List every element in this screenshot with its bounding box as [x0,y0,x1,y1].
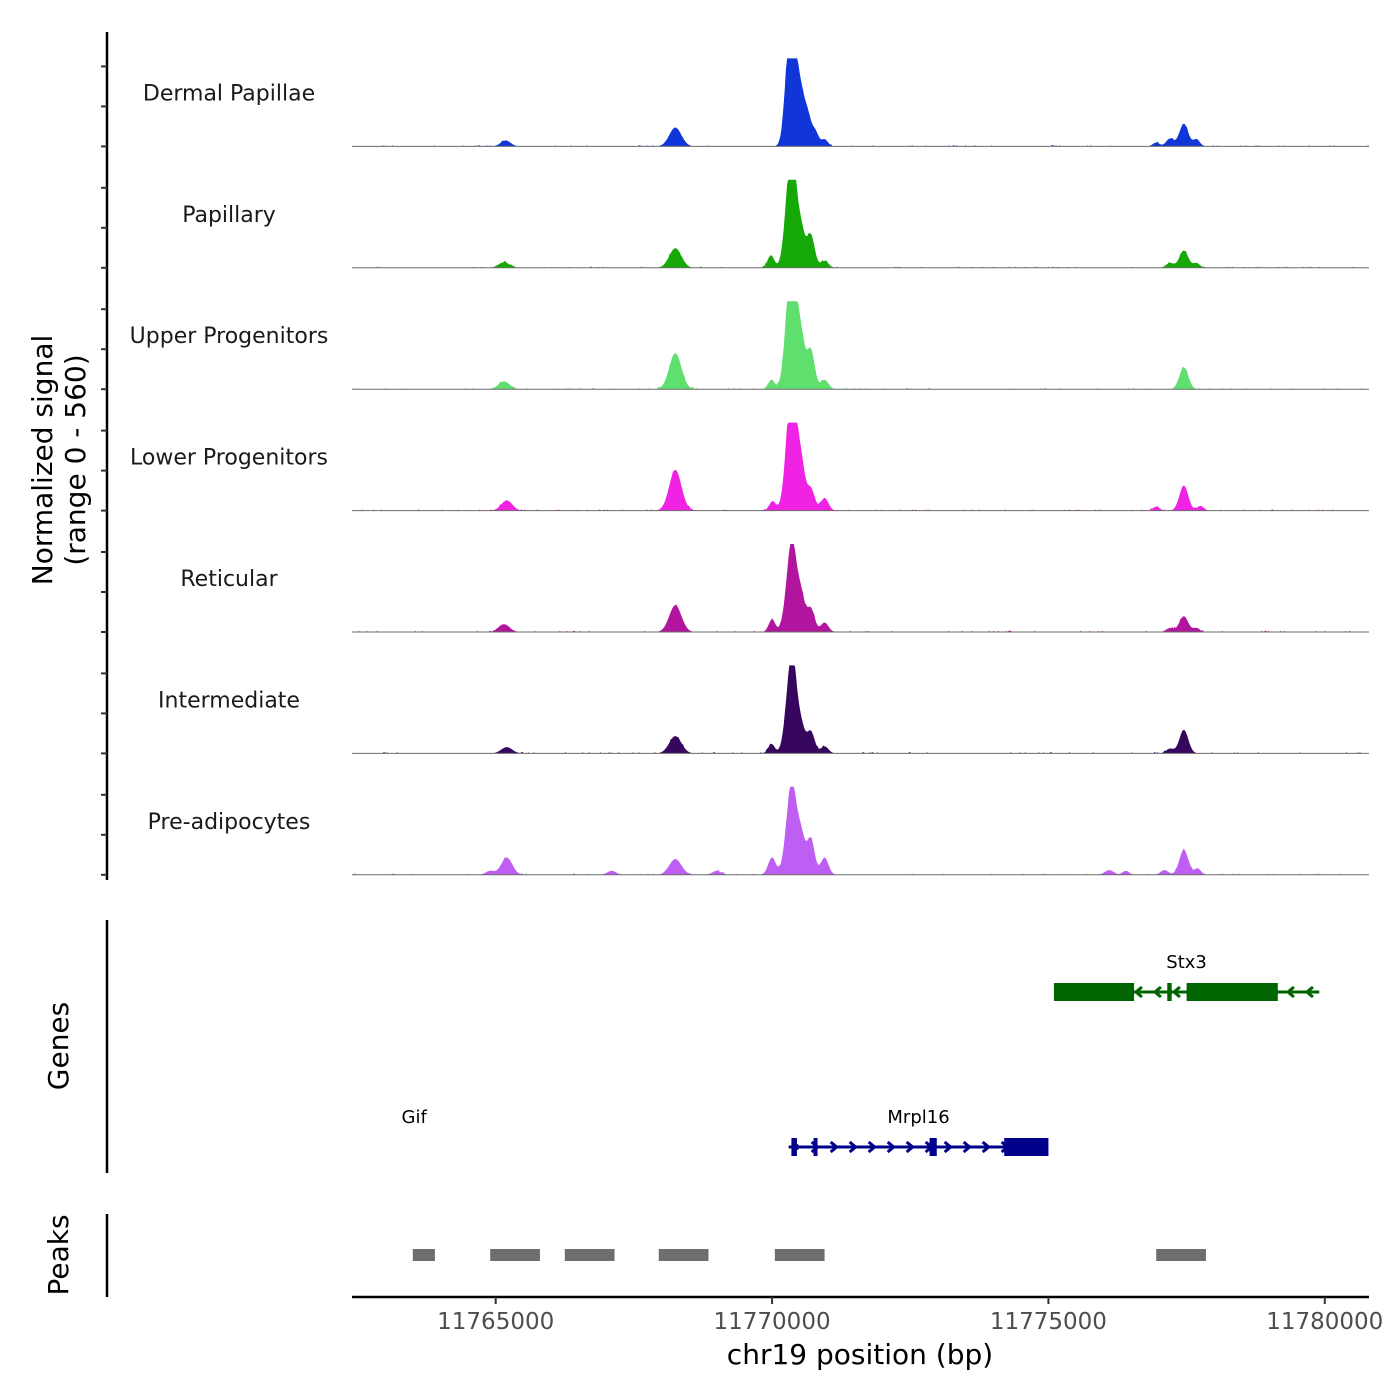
track-label: Pre-adipocytes [148,810,311,835]
strand-arrow [829,1140,839,1154]
peak-region [1156,1249,1206,1261]
strand-arrow [1304,985,1314,999]
strand-arrow [867,1140,877,1154]
strand-arrow [1285,985,1295,999]
track-pre-adipocytes: Pre-adipocytes [148,786,1369,876]
strand-arrow [848,1140,858,1154]
track-dermal-papillae: Dermal Papillae [143,58,1369,147]
peak-region [658,1249,709,1261]
y-axis-title: Normalized signal [26,335,59,586]
gene-exon [1053,983,1135,1001]
peak-region [412,1249,435,1261]
strand-arrow [905,1140,915,1154]
x-tick-label: 11780000 [1266,1309,1383,1335]
gene-exon [791,1138,797,1156]
track-lower-progenitors: Lower Progenitors [130,422,1369,512]
x-tick-label: 11775000 [990,1309,1107,1335]
y-axis-title-main: Normalized signal [26,335,59,586]
track-label: Reticular [180,567,278,592]
strand-arrow [1152,985,1162,999]
track-label: Dermal Papillae [143,81,315,106]
gene-label: Stx3 [1166,952,1207,973]
peaks-panel-label: Peaks [42,1214,75,1295]
x-tick-label: 11770000 [714,1309,831,1335]
y-axis-title-range: (range 0 - 560) [59,354,92,565]
coverage-area [352,301,1369,390]
strand-arrow [1133,985,1143,999]
y-axis-subtitle: (range 0 - 560) [59,354,92,565]
track-upper-progenitors: Upper Progenitors [130,301,1369,390]
gene-exon [1167,983,1172,1001]
gene-exon [1186,983,1278,1001]
peak-region [774,1249,825,1261]
coverage-area [352,422,1369,511]
strand-arrow [981,1140,991,1154]
peak-region [564,1249,615,1261]
genes-panel-title: Genes [42,1002,75,1090]
strand-arrow [886,1140,896,1154]
coverage-area [352,58,1369,147]
strand-arrow [943,1140,953,1154]
track-label: Papillary [182,203,276,228]
gene-label: Mrpl16 [887,1107,949,1128]
coverage-area [352,179,1369,268]
track-label: Intermediate [158,688,300,713]
coverage-tracks: Dermal Papillae Papillary Upper Progenitor… [130,58,1369,876]
gene-mrpl16: Mrpl16 [788,1107,1049,1156]
track-papillary: Papillary [182,179,1369,269]
coverage-area [352,665,1369,754]
genes-panel-label: Genes [42,1002,75,1090]
x-axis-ticks: 11765000 11770000 11775000 11780000 [437,1297,1383,1335]
coverage-area [352,786,1369,875]
peak-regions [412,1249,1206,1261]
peak-region [490,1249,540,1261]
x-axis-title: chr19 position (bp) [727,1338,993,1371]
gene-stx3: Stx3 [1053,952,1320,1001]
coverage-area [352,544,1369,632]
strand-arrow [962,1140,972,1154]
track-label: Upper Progenitors [130,324,329,349]
coverage-y-ticks [101,65,107,876]
gene-exon [1004,1138,1049,1156]
track-label: Lower Progenitors [130,446,328,471]
track-reticular: Reticular [180,544,1369,633]
gene-exon [929,1138,937,1156]
strand-arrow [1171,985,1181,999]
gene-label: Gif [402,1107,428,1128]
gene-annotations: Stx3 Gif Mrpl16 [402,952,1320,1156]
peaks-panel-title: Peaks [42,1214,75,1295]
track-intermediate: Intermediate [158,665,1369,754]
gene-exon [813,1138,818,1156]
x-tick-label: 11765000 [437,1309,554,1335]
gene-gif: Gif [402,1107,428,1128]
